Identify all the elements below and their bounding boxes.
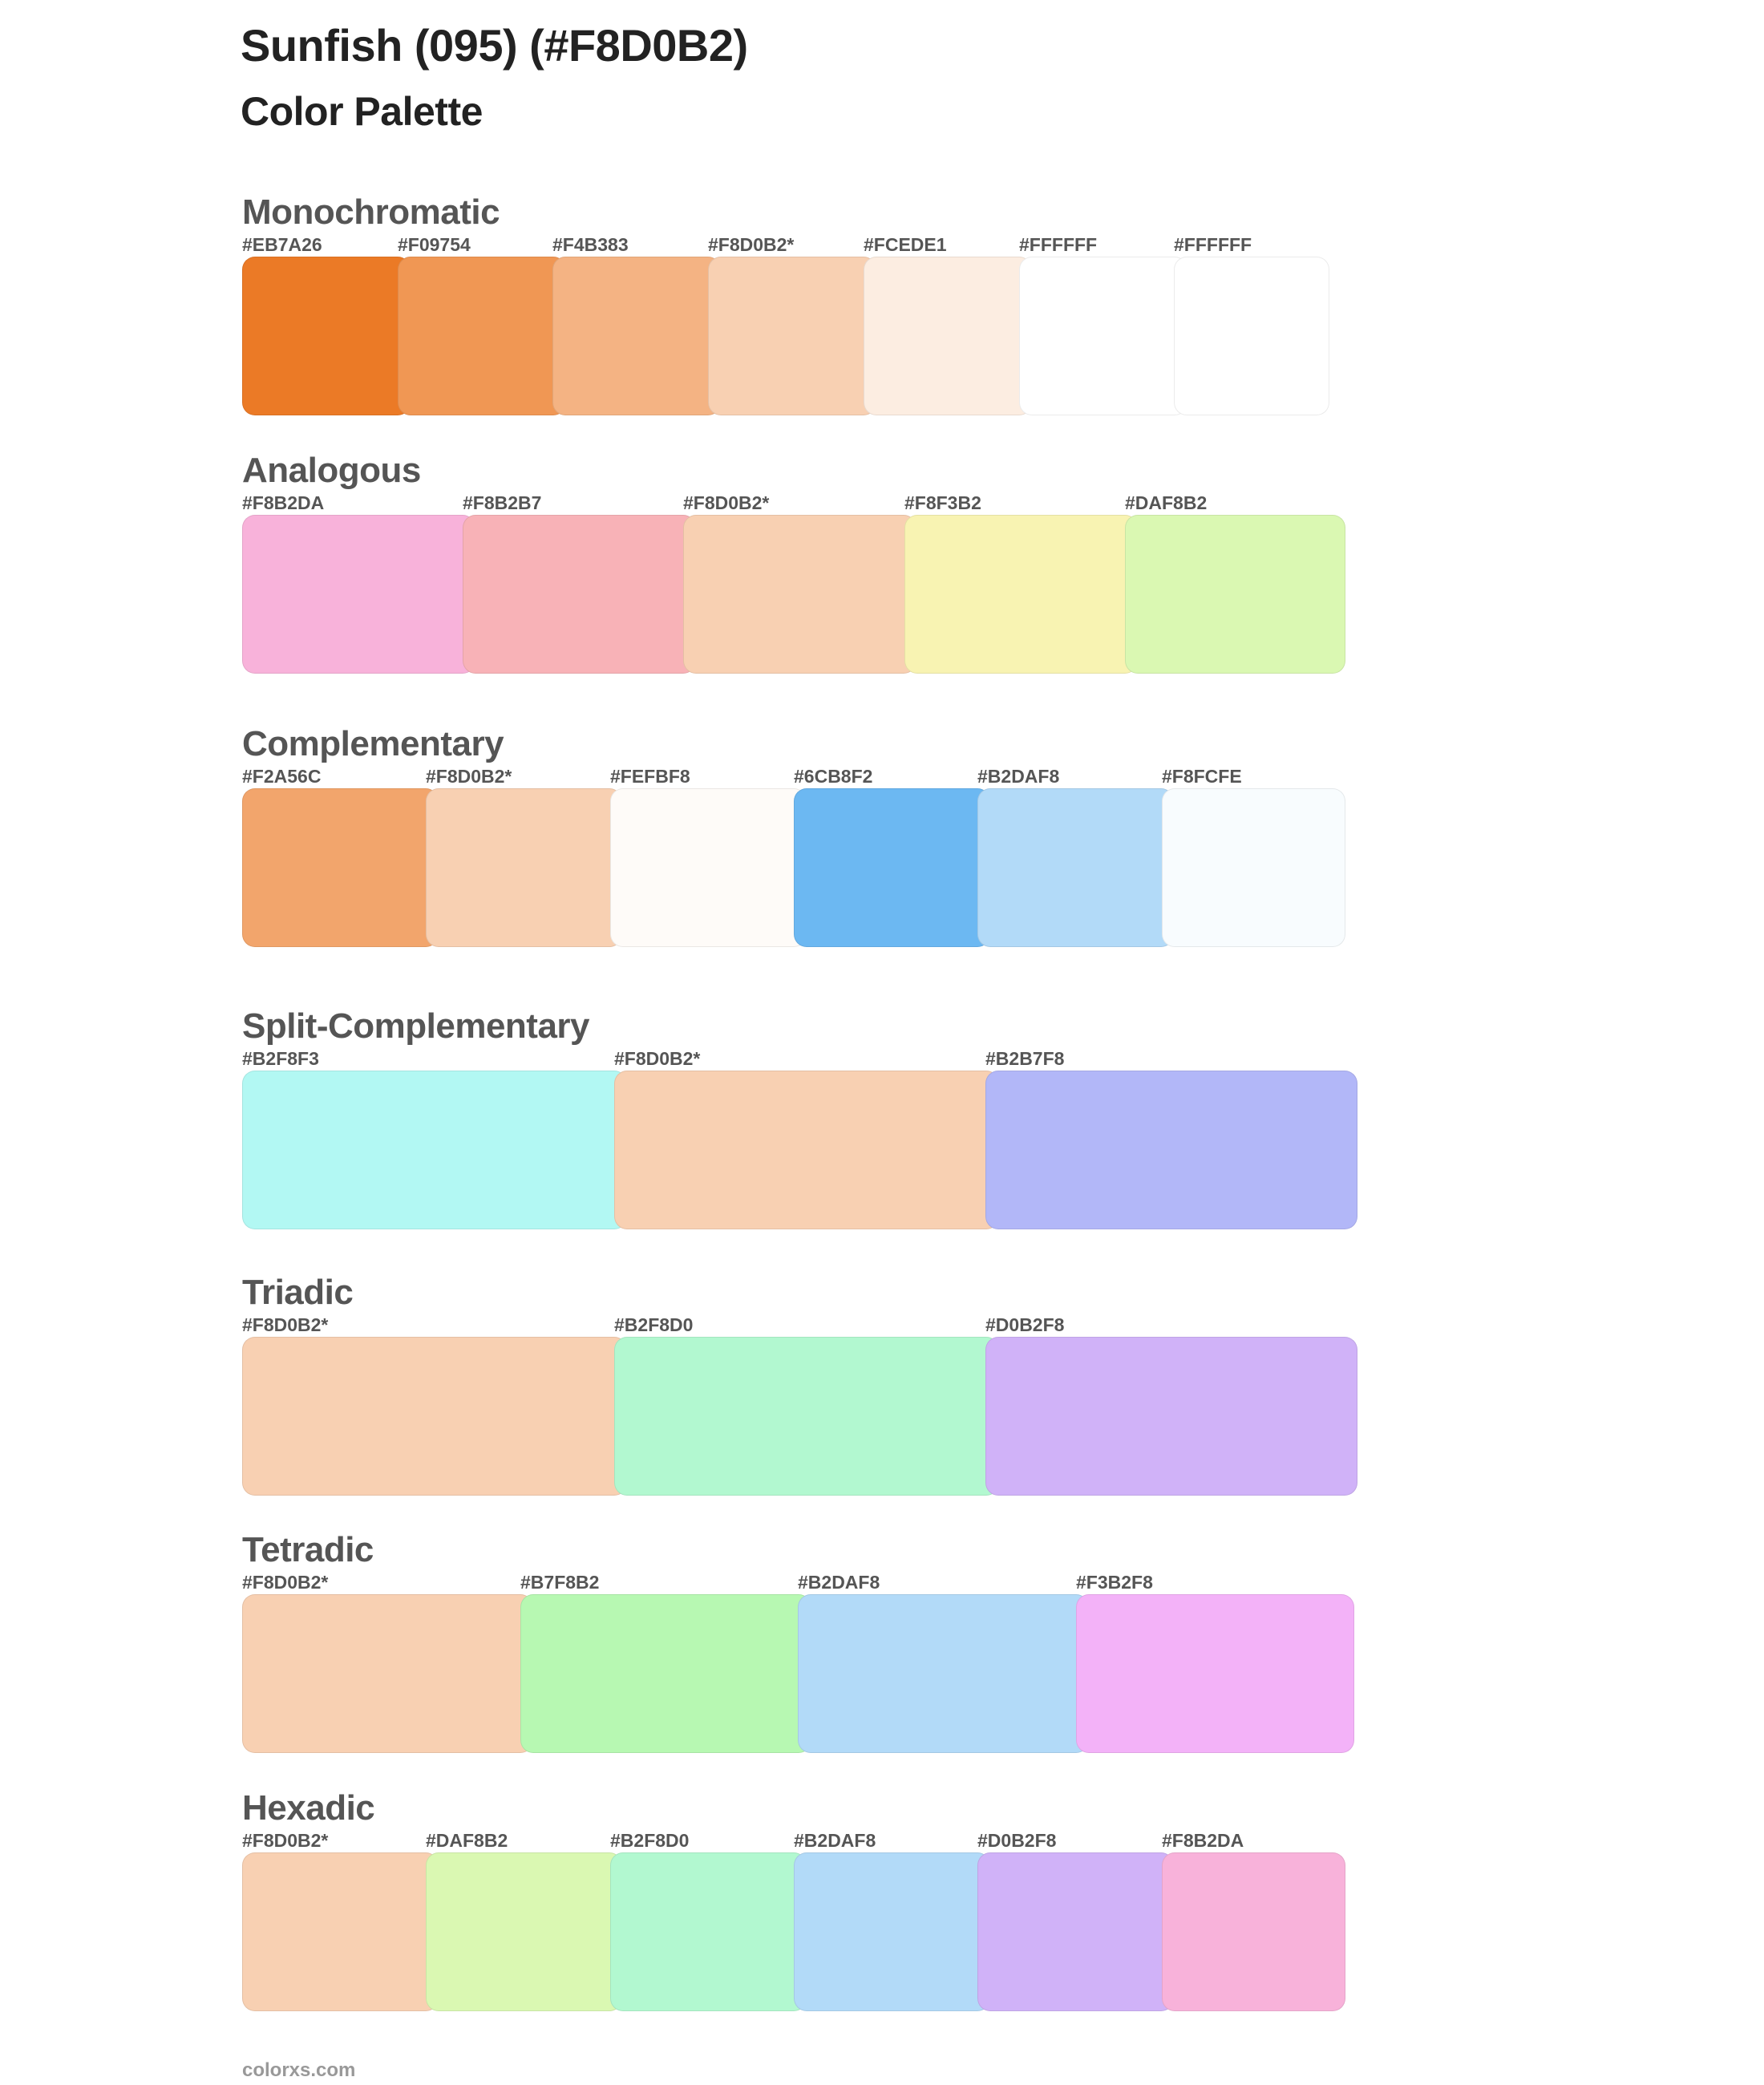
palette-section-analogous: Analogous #F8B2DA #F8B2B7 #F8D0B2* #F8F3B2 #D… (242, 451, 1345, 675)
color-swatch[interactable] (1019, 257, 1187, 415)
swatch-hex-label[interactable]: #FEFBF8 (610, 766, 690, 787)
swatch-hex-label[interactable]: #F8D0B2* (683, 492, 770, 513)
color-swatch[interactable] (977, 788, 1174, 947)
swatch-hex-label[interactable]: #F8D0B2* (614, 1048, 701, 1069)
swatch-row (242, 788, 1345, 949)
swatch-row (242, 515, 1345, 675)
swatch-hex-label[interactable]: #F8B2DA (1162, 1830, 1244, 1851)
swatch-hex-label[interactable]: #F2A56C (242, 766, 322, 787)
color-swatch[interactable] (426, 1852, 622, 2011)
color-swatch[interactable] (798, 1594, 1089, 1753)
color-swatch[interactable] (708, 257, 876, 415)
swatch-hex-label[interactable]: #F8D0B2* (242, 1830, 329, 1851)
color-swatch[interactable] (1162, 1852, 1345, 2011)
color-swatch[interactable] (242, 257, 411, 415)
swatch-row (242, 1594, 1354, 1755)
color-swatch[interactable] (1162, 788, 1345, 947)
color-swatch[interactable] (398, 257, 566, 415)
section-heading: Complementary (242, 724, 504, 763)
swatch-row (242, 1337, 1357, 1497)
palette-section-split-complementary: Split-Complementary #B2F8F3 #F8D0B2* #B2B7F… (242, 1006, 1357, 1231)
color-swatch[interactable] (904, 515, 1138, 674)
color-swatch[interactable] (614, 1071, 999, 1229)
section-heading: Monochromatic (242, 192, 500, 232)
color-swatch[interactable] (426, 788, 622, 947)
color-swatch[interactable] (242, 1852, 439, 2011)
section-heading: Hexadic (242, 1788, 375, 1828)
swatch-row (242, 1852, 1345, 2013)
color-swatch[interactable] (794, 788, 990, 947)
swatch-hex-label[interactable]: #FFFFFF (1019, 234, 1098, 255)
color-swatch[interactable] (614, 1337, 999, 1496)
palette-section-tetradic: Tetradic #F8D0B2* #B7F8B2 #B2DAF8 #F3B2F8 (242, 1530, 1354, 1755)
swatch-labels: #F2A56C #F8D0B2* #FEFBF8 #6CB8F2 #B2DAF8 #F8F… (242, 766, 1242, 788)
swatch-hex-label[interactable]: #F09754 (398, 234, 471, 255)
swatch-hex-label[interactable]: #DAF8B2 (1125, 492, 1208, 513)
swatch-hex-label[interactable]: #F8D0B2* (708, 234, 795, 255)
color-swatch[interactable] (985, 1337, 1357, 1496)
color-swatch[interactable] (242, 1337, 627, 1496)
color-swatch[interactable] (977, 1852, 1174, 2011)
section-heading: Split-Complementary (242, 1006, 590, 1046)
color-swatch[interactable] (985, 1071, 1357, 1229)
swatch-labels: #F8D0B2* #DAF8B2 #B2F8D0 #B2DAF8 #D0B2F8 #F8B… (242, 1830, 1244, 1852)
color-swatch[interactable] (1076, 1594, 1354, 1753)
color-swatch[interactable] (552, 257, 721, 415)
swatch-hex-label[interactable]: #D0B2F8 (985, 1314, 1065, 1335)
color-swatch[interactable] (683, 515, 916, 674)
swatch-hex-label[interactable]: #B2DAF8 (798, 1572, 880, 1593)
swatch-hex-label[interactable]: #B2F8D0 (614, 1314, 694, 1335)
swatch-hex-label[interactable]: #B2F8F3 (242, 1048, 319, 1069)
swatch-hex-label[interactable]: #6CB8F2 (794, 766, 873, 787)
swatch-hex-label[interactable]: #F8B2B7 (463, 492, 542, 513)
site-credit-link[interactable]: colorxs.com (242, 2059, 356, 2081)
swatch-hex-label[interactable]: #F8F3B2 (904, 492, 981, 513)
color-swatch[interactable] (463, 515, 696, 674)
color-swatch[interactable] (1125, 515, 1345, 674)
swatch-hex-label[interactable]: #F8D0B2* (242, 1314, 329, 1335)
swatch-hex-label[interactable]: #D0B2F8 (977, 1830, 1057, 1851)
color-swatch[interactable] (1174, 257, 1329, 415)
swatch-hex-label[interactable]: #B2B7F8 (985, 1048, 1065, 1069)
swatch-hex-label[interactable]: #B2DAF8 (977, 766, 1060, 787)
swatch-labels: #B2F8F3 #F8D0B2* #B2B7F8 (242, 1048, 1064, 1071)
color-swatch[interactable] (242, 1594, 533, 1753)
palette-section-hexadic: Hexadic #F8D0B2* #DAF8B2 #B2F8D0 #B2DAF8 #D0B… (242, 1788, 1345, 2013)
swatch-labels: #F8B2DA #F8B2B7 #F8D0B2* #F8F3B2 #DAF8B2 (242, 492, 1207, 515)
swatch-hex-label[interactable]: #F8D0B2* (426, 766, 512, 787)
color-swatch[interactable] (610, 1852, 807, 2011)
color-swatch[interactable] (242, 1071, 627, 1229)
swatch-labels: #EB7A26 #F09754 #F4B383 #F8D0B2* #FCEDE1 #FFF… (242, 234, 1252, 257)
swatch-hex-label[interactable]: #B2DAF8 (794, 1830, 876, 1851)
swatch-hex-label[interactable]: #EB7A26 (242, 234, 322, 255)
swatch-hex-label[interactable]: #FFFFFF (1174, 234, 1252, 255)
color-swatch[interactable] (242, 515, 475, 674)
palette-section-monochromatic: Monochromatic #EB7A26 #F09754 #F4B383 #F8D0B… (242, 192, 1329, 417)
color-swatch[interactable] (794, 1852, 990, 2011)
color-swatch[interactable] (242, 788, 439, 947)
section-heading: Tetradic (242, 1530, 374, 1569)
swatch-hex-label[interactable]: #DAF8B2 (426, 1830, 508, 1851)
page-subtitle: Color Palette (241, 89, 483, 134)
color-swatch[interactable] (520, 1594, 811, 1753)
page-title: Sunfish (095) (#F8D0B2) (241, 20, 748, 71)
swatch-labels: #F8D0B2* #B2F8D0 #D0B2F8 (242, 1314, 1064, 1337)
palette-section-complementary: Complementary #F2A56C #F8D0B2* #FEFBF8 #6CB8… (242, 724, 1345, 949)
color-swatch[interactable] (864, 257, 1032, 415)
swatch-hex-label[interactable]: #B7F8B2 (520, 1572, 600, 1593)
swatch-row (242, 257, 1329, 417)
swatch-hex-label[interactable]: #F8FCFE (1162, 766, 1242, 787)
swatch-hex-label[interactable]: #F8D0B2* (242, 1572, 329, 1593)
section-heading: Triadic (242, 1273, 354, 1312)
swatch-hex-label[interactable]: #F4B383 (552, 234, 629, 255)
section-heading: Analogous (242, 451, 421, 490)
swatch-hex-label[interactable]: #FCEDE1 (864, 234, 947, 255)
swatch-labels: #F8D0B2* #B7F8B2 #B2DAF8 #F3B2F8 (242, 1572, 1153, 1594)
palette-section-triadic: Triadic #F8D0B2* #B2F8D0 #D0B2F8 (242, 1273, 1357, 1497)
color-swatch[interactable] (610, 788, 807, 947)
swatch-hex-label[interactable]: #F3B2F8 (1076, 1572, 1153, 1593)
swatch-hex-label[interactable]: #F8B2DA (242, 492, 325, 513)
swatch-hex-label[interactable]: #B2F8D0 (610, 1830, 690, 1851)
swatch-row (242, 1071, 1357, 1231)
